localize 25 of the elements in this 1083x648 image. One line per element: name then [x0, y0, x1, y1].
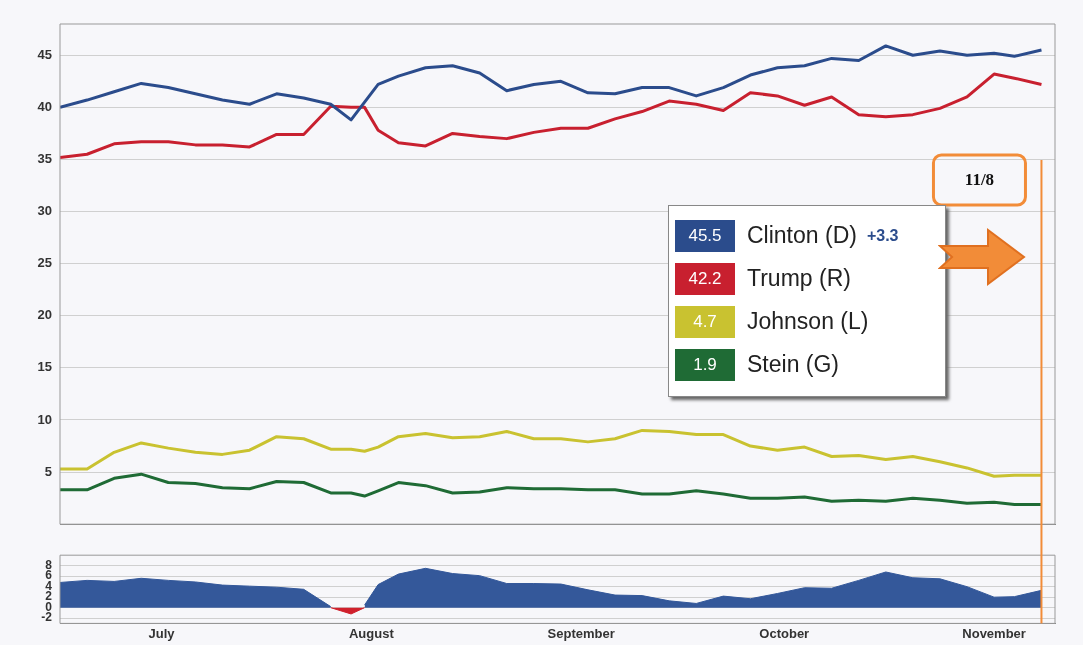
annotation: 42.2: [675, 262, 735, 295]
x-tick-label: October: [759, 625, 810, 641]
y-tick-label: 15: [37, 359, 52, 375]
annotation: 45.5: [675, 219, 735, 252]
annotation: 4.7: [675, 305, 735, 338]
annotation: 1.9: [675, 348, 735, 381]
y-tick-label: 30: [37, 203, 52, 219]
y-tick-label: 25: [37, 255, 52, 271]
ref-line-label: 11/8: [964, 170, 995, 190]
x-tick-label: July: [148, 625, 176, 641]
x-tick-label: November: [962, 625, 1026, 641]
y-tick-label: 40: [37, 98, 52, 114]
annotation: +3.3: [866, 226, 899, 245]
y-tick-label: 45: [37, 46, 52, 62]
y-tick-label: 5: [44, 463, 52, 479]
y-tick-label: 20: [37, 307, 52, 323]
x-tick-label: September: [547, 625, 615, 641]
legend-label: Trump (R): [747, 265, 851, 292]
y-tick-label: 10: [37, 411, 52, 427]
x-tick-label: August: [348, 625, 395, 641]
legend-label: Johnson (L): [747, 308, 869, 335]
legend-label: Stein (G): [747, 351, 840, 378]
y-tick-label: 8: [45, 558, 53, 572]
y-tick-label: 35: [37, 151, 52, 167]
legend-label: Clinton (D): [747, 222, 857, 249]
